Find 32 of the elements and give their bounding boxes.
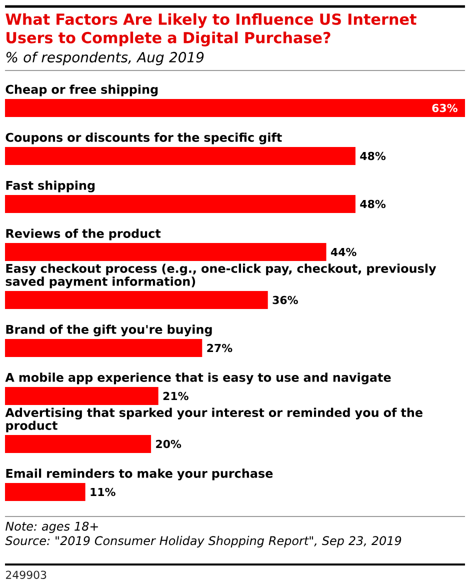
data-label: 44% bbox=[330, 248, 356, 256]
data-label: 48% bbox=[360, 200, 386, 208]
bar bbox=[5, 386, 158, 405]
chart-subtitle: % of respondents, Aug 2019 bbox=[6, 52, 204, 66]
y-tick-label: A mobile app experience that is easy to use and navigate bbox=[5, 372, 391, 384]
bar bbox=[5, 147, 356, 165]
bar bbox=[5, 243, 326, 261]
bar bbox=[5, 434, 152, 453]
y-tick-label: Coupons or discounts for the specific gift bbox=[6, 132, 282, 144]
chart-title: What Factors Are Likely to Influence US Internet Users to Complete a Digital Purchase? bbox=[6, 13, 416, 46]
data-label: 27% bbox=[207, 344, 232, 352]
y-tick-label: Brand of the gift you're buying bbox=[6, 324, 212, 336]
text: 249903 bbox=[6, 570, 46, 579]
data-label: 11% bbox=[90, 488, 116, 496]
y-tick-label: Fast shipping bbox=[6, 180, 95, 192]
bar bbox=[5, 195, 356, 213]
source-note: Source: "2019 Consumer Holiday Shopping Report", Sep 23, 2019 bbox=[5, 536, 402, 548]
y-tick-label: Reviews of the product bbox=[6, 228, 161, 240]
bar bbox=[5, 290, 268, 309]
bar bbox=[5, 482, 86, 501]
bar bbox=[5, 98, 465, 117]
data-label: 21% bbox=[163, 392, 188, 400]
data-label: 20% bbox=[156, 440, 182, 448]
bar bbox=[5, 338, 202, 357]
data-label: 48% bbox=[360, 152, 386, 160]
text: Note: ages 18+ bbox=[6, 522, 98, 534]
y-tick-label: Cheap or free shipping bbox=[6, 84, 158, 96]
y-tick-label: Easy checkout process (e.g., one-click pay, checkout, previously saved payment information) bbox=[6, 264, 436, 288]
data-label: 63% bbox=[432, 104, 458, 112]
data-label: 36% bbox=[272, 296, 298, 304]
y-tick-label: Email reminders to make your purchase bbox=[6, 468, 273, 480]
y-tick-label: Advertising that sparked your interest or reminded you of the product bbox=[5, 408, 422, 432]
